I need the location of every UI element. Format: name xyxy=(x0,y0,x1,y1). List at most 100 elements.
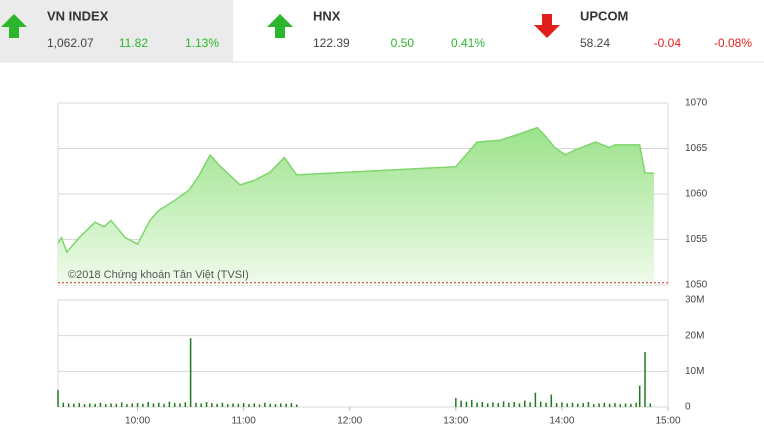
volume-bar xyxy=(179,403,181,407)
volume-bar xyxy=(555,403,558,407)
volume-bar xyxy=(189,338,192,407)
volume-bar xyxy=(524,400,526,407)
volume-bar xyxy=(67,403,70,407)
y-tick-label: 1065 xyxy=(685,143,708,154)
volume-bar xyxy=(258,404,261,407)
y-tick-label: 1070 xyxy=(685,98,708,109)
volume-bar xyxy=(508,402,510,407)
volume-bar xyxy=(264,402,266,407)
index-value: 1,062.07 xyxy=(47,36,94,50)
volume-bar xyxy=(136,403,139,407)
x-tick-label: 10:00 xyxy=(125,416,150,427)
volume-bar xyxy=(582,403,584,407)
index-change: 11.82 xyxy=(119,36,148,50)
volume-bar xyxy=(120,402,123,407)
volume-bar xyxy=(455,398,457,407)
index-percent: -0.08% xyxy=(714,36,752,50)
index-change: 0.50 xyxy=(391,36,415,50)
volume-bar xyxy=(131,403,134,407)
volume-bar xyxy=(608,403,611,407)
volume-bar xyxy=(290,403,293,407)
volume-bar xyxy=(168,401,171,407)
volume-bar xyxy=(195,402,197,407)
volume-bar xyxy=(248,404,250,407)
volume-bar xyxy=(205,402,208,407)
x-tick-label: 12:00 xyxy=(337,416,362,427)
volume-bar xyxy=(147,402,149,407)
volume-bar xyxy=(253,403,256,407)
index-change: -0.04 xyxy=(654,36,682,50)
volume-bar xyxy=(274,404,277,407)
x-tick-label: 11:00 xyxy=(232,416,257,427)
index-value: 122.39 xyxy=(313,36,350,50)
volume-bar xyxy=(152,403,155,407)
direction-arrow xyxy=(534,14,560,38)
volume-bar xyxy=(78,403,80,407)
volume-bar xyxy=(221,402,224,407)
volume-bar xyxy=(211,403,213,407)
volume-bar xyxy=(513,402,515,407)
volume-bar xyxy=(465,401,468,407)
volume-bar xyxy=(142,403,144,407)
volume-bar xyxy=(614,403,616,407)
volume-bar xyxy=(280,403,282,407)
volume-bar xyxy=(577,403,579,407)
volume-bar xyxy=(561,402,563,407)
volume-bar xyxy=(200,403,202,407)
y-tick-label: 20M xyxy=(685,330,704,341)
volume-bar xyxy=(216,403,218,407)
volume-bar xyxy=(62,402,65,407)
volume-bar xyxy=(644,352,646,407)
volume-bar xyxy=(242,403,245,407)
volume-bar xyxy=(635,402,637,407)
volume-bar xyxy=(502,401,505,407)
index-name: VN INDEX xyxy=(47,8,109,23)
volume-bar xyxy=(94,403,96,407)
volume-bar xyxy=(83,404,86,407)
volume-bar xyxy=(592,404,595,407)
volume-bar xyxy=(89,403,91,407)
volume-bar xyxy=(285,403,287,407)
volume-bar xyxy=(539,401,542,407)
volume-bar xyxy=(587,402,590,407)
volume-bar xyxy=(497,403,500,407)
volume-bar xyxy=(226,404,229,407)
volume-bar xyxy=(460,400,462,407)
volume-bar xyxy=(492,402,494,407)
volume-bar xyxy=(518,403,521,407)
index-name: HNX xyxy=(313,8,341,23)
volume-bar xyxy=(624,403,627,407)
area-fill xyxy=(58,127,654,285)
volume-bar xyxy=(173,403,176,407)
volume-bar xyxy=(638,385,641,407)
y-tick-label: 30M xyxy=(685,295,704,306)
y-tick-label: 1050 xyxy=(685,280,708,291)
volume-bar xyxy=(269,403,271,407)
volume-bar xyxy=(57,389,59,407)
volume-bar xyxy=(566,403,568,407)
volume-bar xyxy=(237,403,240,407)
volume-bar xyxy=(110,403,112,407)
index-name: UPCOM xyxy=(580,8,628,23)
volume-bar xyxy=(603,402,606,407)
x-tick-label: 14:00 xyxy=(549,416,574,427)
volume-bar xyxy=(486,403,489,407)
index-value: 58.24 xyxy=(580,36,610,50)
volume-bar xyxy=(115,403,118,407)
y-tick-label: 10M xyxy=(685,366,704,377)
volume-bar xyxy=(158,402,160,407)
volume-bar xyxy=(184,402,187,407)
volume-bar xyxy=(598,403,600,407)
y-tick-label: 1055 xyxy=(685,234,708,245)
direction-arrow xyxy=(1,14,27,38)
volume-bar xyxy=(550,394,553,407)
x-tick-label: 15:00 xyxy=(655,416,680,427)
volume-bar xyxy=(232,403,234,407)
volume-bar xyxy=(481,402,484,407)
volume-bar xyxy=(295,404,298,407)
volume-bar xyxy=(476,402,478,407)
index-percent: 0.41% xyxy=(451,36,485,50)
volume-bar xyxy=(529,402,531,407)
